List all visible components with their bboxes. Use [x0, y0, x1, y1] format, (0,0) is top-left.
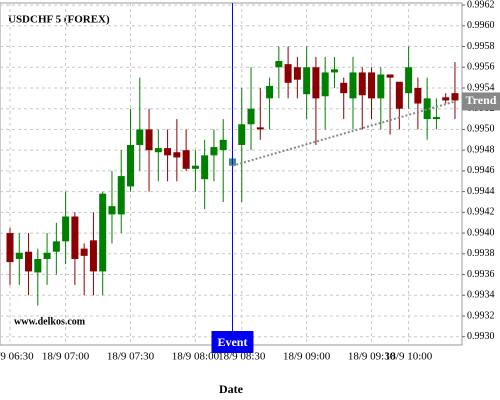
y-tick-label: 0.9932 — [467, 310, 495, 321]
candle-body — [275, 61, 283, 68]
candle-body — [52, 241, 60, 252]
candle-body — [312, 67, 320, 99]
event-box — [211, 331, 254, 353]
candle-body — [117, 176, 125, 215]
trend-box — [462, 92, 500, 111]
candle-body — [15, 252, 23, 259]
trend-line — [232, 100, 456, 167]
candle-body — [414, 87, 422, 104]
x-axis-label: Date — [219, 382, 244, 396]
candle-body — [442, 97, 450, 101]
candle-body — [293, 67, 301, 80]
x-tick-label: 18/9 08:00 — [172, 351, 220, 363]
candle-body — [219, 139, 227, 151]
candle-body — [34, 258, 42, 273]
candle-body — [395, 81, 403, 109]
x-tick-label: 18/9 09:00 — [283, 351, 331, 363]
candle-body — [99, 193, 107, 272]
x-tick-label: 18/9 07:00 — [42, 351, 90, 363]
x-tick-label: 18/9 06:30 — [0, 351, 34, 363]
candle-body — [321, 72, 329, 97]
y-tick-label: 0.9960 — [467, 20, 495, 31]
candle-body — [127, 144, 135, 187]
candle-body — [145, 129, 153, 151]
candle-body — [368, 72, 376, 99]
y-tick-label: 0.9954 — [467, 82, 495, 93]
candle-body — [173, 152, 181, 158]
candle-body — [303, 67, 311, 95]
candle-body — [136, 129, 144, 145]
candle-body — [340, 82, 348, 94]
y-tick-label: 0.9958 — [467, 41, 495, 52]
candle-body — [238, 124, 246, 145]
candle-body — [423, 98, 431, 120]
y-tick-label: 0.9962 — [467, 0, 495, 10]
y-tick-label: 0.9936 — [467, 269, 495, 280]
x-tick-label: 18/9 09:30 — [348, 351, 396, 363]
candle-body — [247, 108, 255, 125]
candle-body — [71, 216, 79, 259]
candle-body — [405, 67, 413, 94]
y-tick-label: 0.9938 — [467, 248, 495, 259]
y-tick-label: 0.9944 — [467, 186, 495, 197]
y-tick-label: 0.9946 — [467, 165, 495, 176]
y-tick-label: 0.9940 — [467, 227, 495, 238]
candle-body — [266, 85, 274, 99]
candle-body — [164, 148, 172, 156]
y-tick-label: 0.9956 — [467, 62, 495, 73]
candle-body — [6, 233, 14, 263]
candle-body — [386, 74, 394, 78]
chart-title: USDCHF 5 (FOREX) — [8, 14, 110, 26]
candle-body — [330, 69, 338, 73]
candle-body — [108, 206, 116, 215]
y-tick-label: 0.9948 — [467, 144, 495, 155]
candle-body — [201, 155, 209, 180]
y-tick-label: 0.9934 — [467, 290, 495, 301]
candle-body — [191, 165, 199, 169]
y-tick-label: 0.9930 — [467, 331, 495, 342]
plot-area — [0, 2, 463, 346]
candle-body — [62, 216, 70, 242]
candle-body — [358, 72, 366, 96]
candle-body — [80, 248, 88, 256]
candle-body — [284, 64, 292, 83]
candle-body — [154, 148, 162, 153]
candle-body — [451, 93, 459, 101]
candle-body — [432, 117, 440, 120]
candle-body — [349, 72, 357, 99]
candle-body — [43, 252, 51, 259]
x-tick-label: 18/9 08:30 — [218, 351, 266, 363]
event-label: Event — [217, 335, 247, 349]
watermark: www.delkos.com — [14, 316, 86, 327]
x-tick-label: 18/9 10:00 — [385, 351, 433, 363]
x-tick-label: 18/9 07:30 — [107, 351, 155, 363]
y-tick-label: 0.9950 — [467, 124, 495, 135]
candle-body — [210, 147, 218, 156]
trend-label: Trend — [466, 93, 497, 107]
candle-body — [182, 150, 190, 169]
y-tick-label: 0.9942 — [467, 207, 495, 218]
candle-body — [377, 74, 385, 99]
candle-body — [256, 127, 264, 130]
candle-body — [25, 251, 33, 272]
candle-body — [89, 240, 97, 272]
